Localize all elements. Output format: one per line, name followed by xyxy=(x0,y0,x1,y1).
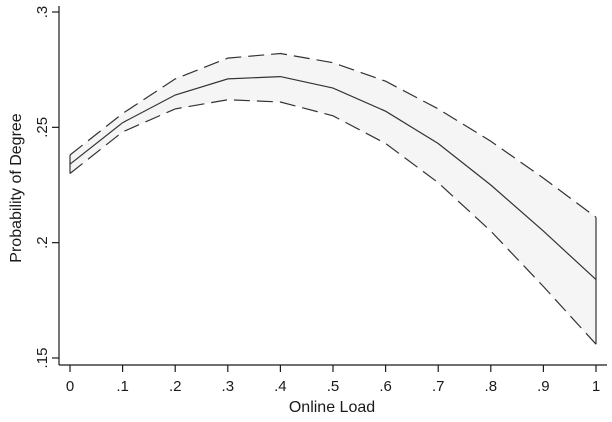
series-line-lower-ci xyxy=(69,99,597,345)
x-tick-label: .5 xyxy=(327,378,340,395)
confidence-band xyxy=(70,53,596,345)
series-line-upper-ci xyxy=(69,52,597,218)
x-tick-label: 0 xyxy=(66,378,74,395)
x-tick-label: .9 xyxy=(537,378,550,395)
x-tick-label: .4 xyxy=(274,378,287,395)
series-lines-layer xyxy=(69,52,597,345)
y-tick-label: .2 xyxy=(34,236,51,249)
x-axis-title: Online Load xyxy=(289,399,375,416)
x-tick-label: .1 xyxy=(116,378,129,395)
x-tick-label: 1 xyxy=(592,378,600,395)
confidence-band-layer xyxy=(69,53,597,345)
series-line-estimate xyxy=(69,75,597,281)
x-tick-label: .2 xyxy=(169,378,182,395)
ticks-layer: 0 .1 .2 .3 .4 .5 .6 .7 .8 .9 1 .15 .2 .25 .3 xyxy=(34,6,600,395)
y-tick-label: .15 xyxy=(34,348,51,369)
x-tick-label: .3 xyxy=(222,378,235,395)
x-tick-label: .6 xyxy=(379,378,392,395)
y-axis-title: Probability of Degree xyxy=(8,113,25,263)
x-tick-label: .7 xyxy=(432,378,445,395)
x-tick-label: .8 xyxy=(485,378,498,395)
y-tick-label: .25 xyxy=(34,117,51,138)
y-tick-label: .3 xyxy=(34,6,51,19)
